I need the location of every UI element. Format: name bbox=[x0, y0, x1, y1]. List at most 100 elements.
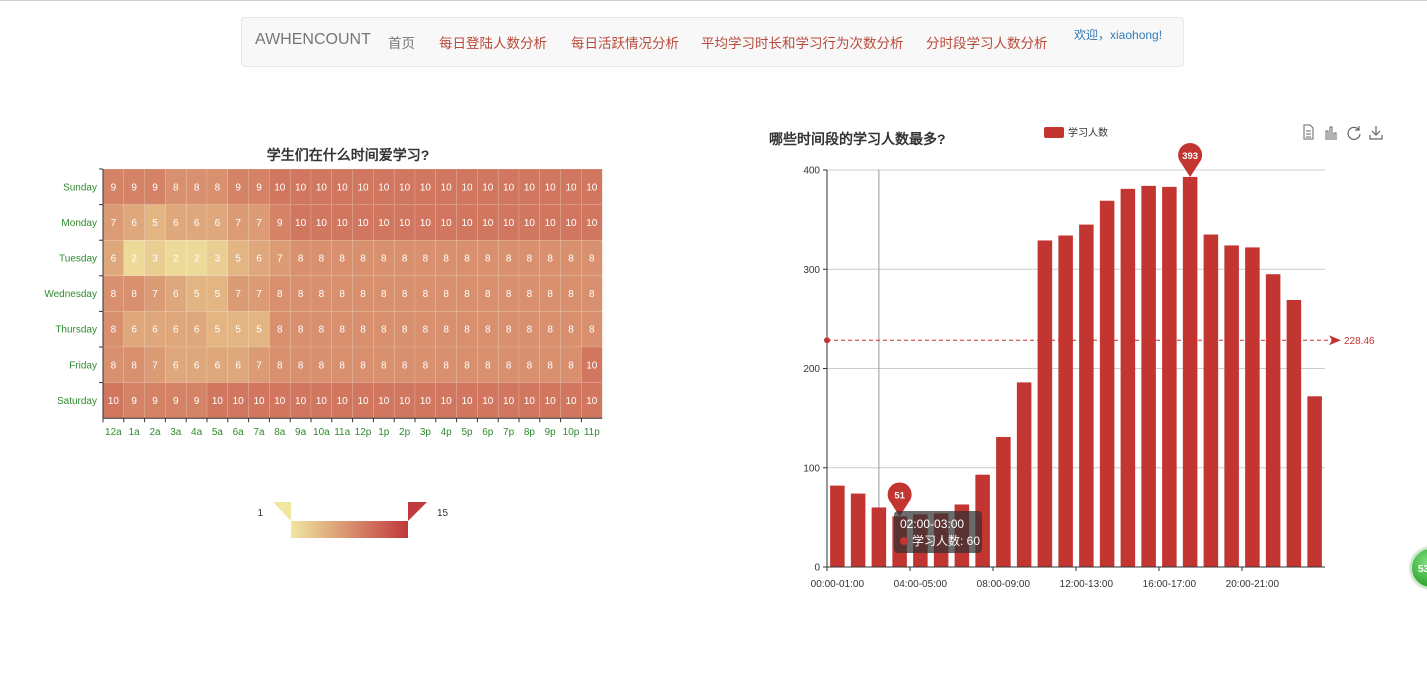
visual-map-max-label: 15 bbox=[437, 508, 449, 519]
heatmap-cell-label: 10 bbox=[586, 396, 598, 407]
nav-item-daily-login[interactable]: 每日登陆人数分析 bbox=[439, 36, 547, 51]
heatmap-cell-label: 5 bbox=[235, 325, 241, 336]
bar-marks bbox=[830, 176, 1322, 568]
brand[interactable]: AWHENCOUNT bbox=[255, 31, 371, 48]
save-image-icon[interactable] bbox=[1369, 126, 1383, 140]
heatmap-x-label: 1p bbox=[378, 427, 390, 438]
tooltip-series-label: 学习人数: 60 bbox=[912, 533, 980, 548]
nav-item-avg-study[interactable]: 平均学习时长和学习行为次数分析 bbox=[701, 36, 904, 51]
max-pin-label: 393 bbox=[1182, 151, 1198, 162]
heatmap-cell-label: 10 bbox=[420, 218, 432, 229]
heatmap-cell-label: 8 bbox=[547, 254, 553, 265]
heatmap-cell-label: 10 bbox=[357, 182, 369, 193]
nav-item-daily-active[interactable]: 每日活跃情况分析 bbox=[571, 36, 679, 51]
bar-type-icon[interactable] bbox=[1325, 126, 1337, 140]
navbar: AWHENCOUNT 首页 每日登陆人数分析 每日活跃情况分析 平均学习时长和学… bbox=[241, 17, 1184, 67]
bar bbox=[1016, 382, 1032, 567]
heatmap-cell-label: 7 bbox=[152, 289, 158, 300]
data-view-icon[interactable] bbox=[1303, 124, 1314, 140]
heatmap-x-label: 6p bbox=[482, 427, 494, 438]
bar-title: 哪些时间段的学习人数最多? bbox=[769, 131, 946, 147]
heatmap-cell bbox=[581, 239, 603, 277]
heatmap-x-label: 4p bbox=[441, 427, 453, 438]
heatmap-x-label: 5a bbox=[212, 427, 224, 438]
heatmap-cell-label: 9 bbox=[235, 182, 241, 193]
heatmap-cell-label: 8 bbox=[485, 289, 491, 300]
nav-item-home[interactable]: 首页 bbox=[388, 36, 415, 51]
heatmap-cell-label: 10 bbox=[565, 182, 577, 193]
visual-map-handle-high bbox=[408, 502, 427, 521]
heatmap-cell-label: 10 bbox=[441, 396, 453, 407]
heatmap-cell-label: 10 bbox=[399, 182, 411, 193]
bar bbox=[996, 436, 1011, 567]
heatmap-cell-label: 8 bbox=[381, 360, 387, 371]
heatmap-cell-label: 5 bbox=[235, 254, 241, 265]
heatmap-cell-label: 8 bbox=[568, 289, 574, 300]
heatmap-cell-label: 8 bbox=[339, 325, 345, 336]
heatmap-y-label: Saturday bbox=[57, 396, 97, 407]
heatmap-cell-label: 8 bbox=[339, 360, 345, 371]
heatmap-cell-label: 7 bbox=[111, 218, 117, 229]
heatmap-cell-label: 8 bbox=[402, 254, 408, 265]
average-markline: 228.46 bbox=[824, 335, 1375, 347]
legend-label[interactable]: 学习人数 bbox=[1068, 126, 1108, 139]
floating-badge[interactable]: 53 bbox=[1410, 547, 1427, 589]
heatmap-cell-label: 8 bbox=[464, 360, 470, 371]
legend-swatch[interactable] bbox=[1044, 127, 1064, 138]
bar bbox=[871, 507, 887, 567]
heatmap-cell-label: 8 bbox=[547, 289, 553, 300]
heatmap-cell-label: 8 bbox=[423, 360, 429, 371]
nav-item-hourly-study[interactable]: 分时段学习人数分析 bbox=[926, 36, 1048, 51]
heatmap-cell-label: 6 bbox=[235, 360, 241, 371]
heatmap-cell-label: 8 bbox=[402, 289, 408, 300]
visual-map-handle-low bbox=[273, 502, 291, 521]
heatmap-cell-label: 8 bbox=[277, 289, 283, 300]
heatmap-x-label: 11p bbox=[584, 427, 600, 438]
heatmap-cell-label: 8 bbox=[443, 325, 449, 336]
heatmap-cell-label: 10 bbox=[545, 218, 557, 229]
heatmap-y-label: Friday bbox=[69, 360, 97, 371]
heatmap-cell-label: 10 bbox=[524, 182, 536, 193]
heatmap-cell-label: 6 bbox=[131, 325, 137, 336]
heatmap-cell-label: 10 bbox=[420, 182, 432, 193]
heatmap-y-label: Monday bbox=[61, 218, 97, 229]
heatmap-cell-label: 9 bbox=[131, 182, 137, 193]
heatmap-cell-label: 10 bbox=[503, 182, 515, 193]
heatmap-cells: 9 9 9 8 8 8 9 9 10 10 10 10 10 10 10 10 10 10 10 10 10 10 10 10… bbox=[102, 168, 603, 419]
x-tick-label: 12:00-13:00 bbox=[1060, 579, 1114, 590]
heatmap-y-label: Tuesday bbox=[59, 254, 97, 265]
heatmap-cell-label: 8 bbox=[589, 325, 595, 336]
heatmap-cell-label: 6 bbox=[173, 289, 179, 300]
heatmap-cell-label: 6 bbox=[111, 254, 117, 265]
x-tick-label: 00:00-01:00 bbox=[811, 579, 865, 590]
heatmap-title: 学生们在什么时间爱学习? bbox=[267, 147, 430, 163]
heatmap-cell-label: 10 bbox=[545, 182, 557, 193]
heatmap-cell-label: 8 bbox=[360, 360, 366, 371]
heatmap-cell-label: 10 bbox=[378, 218, 390, 229]
welcome-user-link[interactable]: 欢迎，xiaohong! bbox=[1074, 28, 1163, 42]
heatmap-cell-label: 6 bbox=[173, 325, 179, 336]
heatmap-cell-label: 9 bbox=[152, 182, 158, 193]
heatmap-cell-label: 8 bbox=[319, 325, 325, 336]
heatmap-cell-label: 8 bbox=[485, 325, 491, 336]
heatmap-cell-label: 7 bbox=[256, 218, 262, 229]
heatmap-cell-label: 8 bbox=[506, 254, 512, 265]
heatmap-cell-label: 6 bbox=[215, 218, 221, 229]
heatmap-cell-label: 8 bbox=[277, 360, 283, 371]
heatmap-cell-label: 10 bbox=[399, 396, 411, 407]
heatmap-cell-label: 6 bbox=[131, 218, 137, 229]
heatmap-cell-label: 10 bbox=[212, 396, 224, 407]
heatmap-cell-label: 8 bbox=[568, 360, 574, 371]
heatmap-y-label: Thursday bbox=[55, 325, 97, 336]
heatmap-cell-label: 8 bbox=[298, 289, 304, 300]
heatmap-cell-label: 10 bbox=[399, 218, 411, 229]
heatmap-x-label: 5p bbox=[461, 427, 473, 438]
heatmap-visual-map[interactable]: 1 15 bbox=[257, 502, 449, 538]
heatmap-cell bbox=[331, 239, 353, 277]
heatmap-cell-label: 6 bbox=[173, 218, 179, 229]
restore-icon[interactable] bbox=[1347, 126, 1361, 140]
bar bbox=[1182, 176, 1198, 567]
heatmap-cell-label: 10 bbox=[524, 396, 536, 407]
heatmap-cell-label: 10 bbox=[565, 396, 577, 407]
heatmap-cell-label: 3 bbox=[152, 254, 158, 265]
